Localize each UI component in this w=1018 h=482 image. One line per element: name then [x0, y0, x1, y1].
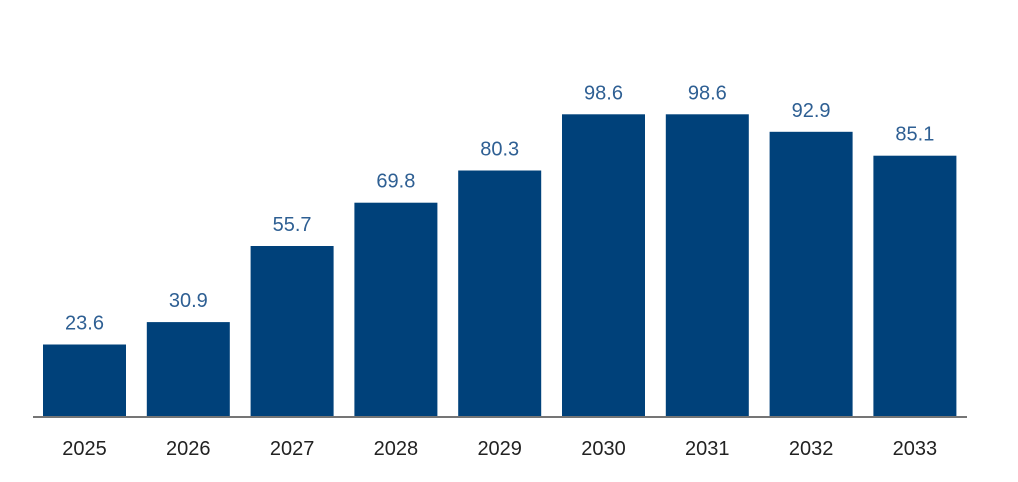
bar-2033	[873, 155, 957, 417]
x-tick-label-2031: 2031	[685, 438, 730, 460]
x-tick-label-2033: 2033	[893, 438, 938, 460]
data-label-2032: 92.9	[792, 100, 831, 122]
bar-2026	[146, 322, 230, 417]
x-tick-labels-group: 2025 2026 2027 2028 2029 2030 2031 2032 2033	[62, 438, 937, 460]
bar-2032	[769, 131, 853, 418]
x-tick-label-2032: 2032	[789, 438, 834, 460]
x-tick-label-2029: 2029	[477, 438, 522, 460]
bars-group	[43, 114, 957, 418]
x-tick-label-2026: 2026	[166, 438, 211, 460]
data-label-2033: 85.1	[895, 124, 934, 146]
bar-2031	[665, 114, 749, 418]
x-tick-label-2025: 2025	[62, 438, 107, 460]
data-label-2028: 69.8	[376, 171, 415, 193]
bar-2030	[562, 114, 645, 418]
x-tick-label-2030: 2030	[581, 438, 626, 460]
bar-2029	[458, 170, 542, 417]
x-tick-label-2028: 2028	[374, 438, 419, 460]
bar-2028	[354, 202, 438, 417]
data-label-2031: 98.6	[688, 82, 727, 104]
data-label-2027: 55.7	[273, 214, 312, 236]
x-tick-label-2027: 2027	[270, 438, 315, 460]
data-label-2030: 98.6	[584, 82, 623, 104]
bar-2025	[43, 344, 126, 417]
data-label-2029: 80.3	[480, 139, 519, 161]
data-label-2025: 23.6	[65, 313, 104, 335]
data-labels-group: 23.6 30.9 55.7 69.8 80.3 98.6 98.6 92.9 85.1	[65, 82, 934, 334]
data-label-2026: 30.9	[169, 290, 208, 312]
bar-2027	[250, 246, 334, 417]
